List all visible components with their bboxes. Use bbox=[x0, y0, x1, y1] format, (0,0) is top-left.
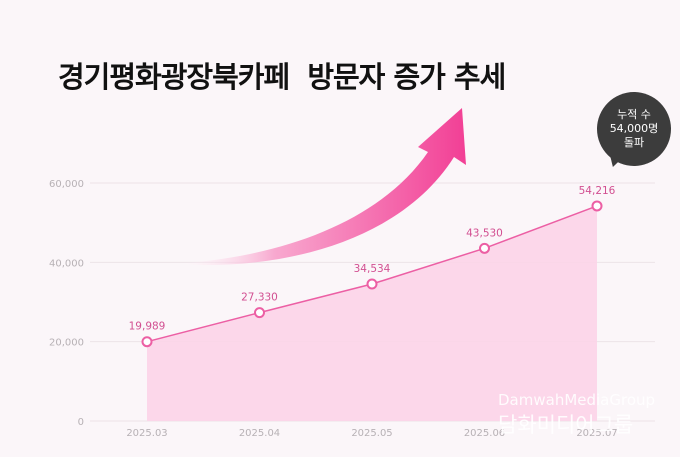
data-label: 34,534 bbox=[354, 263, 391, 275]
cumulative-badge: 누적 수 54,000명 돌파 bbox=[597, 92, 671, 166]
x-tick-label: 2025.06 bbox=[464, 428, 505, 439]
badge-line2: 54,000명 bbox=[609, 122, 659, 135]
y-tick-label: 60,000 bbox=[49, 179, 84, 190]
y-tick-label: 40,000 bbox=[49, 258, 84, 269]
data-point bbox=[591, 200, 603, 212]
x-tick-label: 2025.07 bbox=[576, 428, 617, 439]
x-tick-label: 2025.04 bbox=[239, 428, 280, 439]
data-label: 54,216 bbox=[579, 185, 616, 197]
y-axis: 0 20,000 40,000 60,000 bbox=[49, 179, 84, 428]
watermark-en: DamwahMediaGroup bbox=[498, 391, 655, 409]
data-labels: 19,989 27,330 34,534 43,530 54,216 bbox=[129, 185, 616, 333]
page-title: 경기평화광장북카페 방문자 증가 추세 bbox=[58, 60, 506, 94]
x-tick-label: 2025.05 bbox=[351, 428, 392, 439]
area-fill bbox=[147, 205, 597, 421]
y-tick-label: 20,000 bbox=[49, 338, 84, 349]
badge-line3: 돌파 bbox=[623, 136, 645, 149]
watermark-ko: 담화미디어그룹 bbox=[498, 413, 633, 437]
data-label: 43,530 bbox=[466, 227, 503, 239]
data-label: 27,330 bbox=[241, 292, 278, 304]
y-tick-label: 0 bbox=[78, 417, 84, 428]
x-tick-label: 2025.03 bbox=[126, 428, 167, 439]
data-label: 19,989 bbox=[129, 321, 166, 333]
data-point bbox=[141, 336, 153, 348]
badge-line1: 누적 수 bbox=[617, 108, 651, 121]
data-point bbox=[479, 242, 490, 254]
x-axis: 2025.03 2025.04 2025.05 2025.06 2025.07 bbox=[126, 428, 617, 439]
data-point bbox=[366, 278, 378, 290]
growth-arrow bbox=[172, 108, 466, 266]
data-point bbox=[254, 307, 265, 319]
data-points bbox=[141, 200, 603, 348]
